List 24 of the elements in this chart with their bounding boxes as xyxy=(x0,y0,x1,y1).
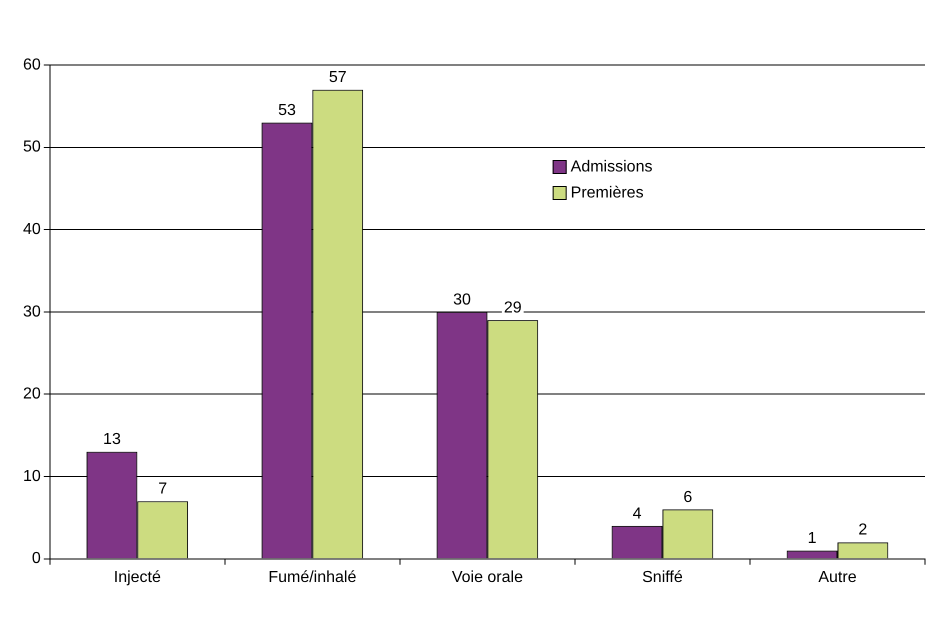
x-tick-label: Fumé/inhalé xyxy=(268,568,356,586)
legend-label: Admissions xyxy=(570,158,652,176)
x-tick-label: Voie orale xyxy=(452,568,524,586)
x-tick-label: Autre xyxy=(818,568,857,586)
data-label: 13 xyxy=(103,431,121,448)
data-label: 30 xyxy=(453,291,472,308)
x-tick-label: Injecté xyxy=(114,568,161,586)
data-label: 4 xyxy=(632,505,642,522)
y-tick-label: 60 xyxy=(23,56,41,74)
y-tick-label: 0 xyxy=(32,550,41,568)
data-label: 6 xyxy=(683,488,692,506)
legend-label: Premières xyxy=(570,184,644,202)
data-label: 53 xyxy=(278,102,296,120)
y-tick-label: 30 xyxy=(23,303,41,320)
data-label: 7 xyxy=(158,480,168,498)
y-tick-label: 20 xyxy=(23,386,41,403)
data-label: 57 xyxy=(328,69,347,86)
data-label: 1 xyxy=(808,530,817,547)
x-tick-label: Sniffé xyxy=(642,568,683,586)
data-label: 29 xyxy=(504,300,522,317)
y-tick-label: 40 xyxy=(23,221,41,238)
data-label: 2 xyxy=(858,522,868,539)
y-tick-label: 50 xyxy=(23,138,41,156)
y-tick-label: 10 xyxy=(23,468,41,485)
